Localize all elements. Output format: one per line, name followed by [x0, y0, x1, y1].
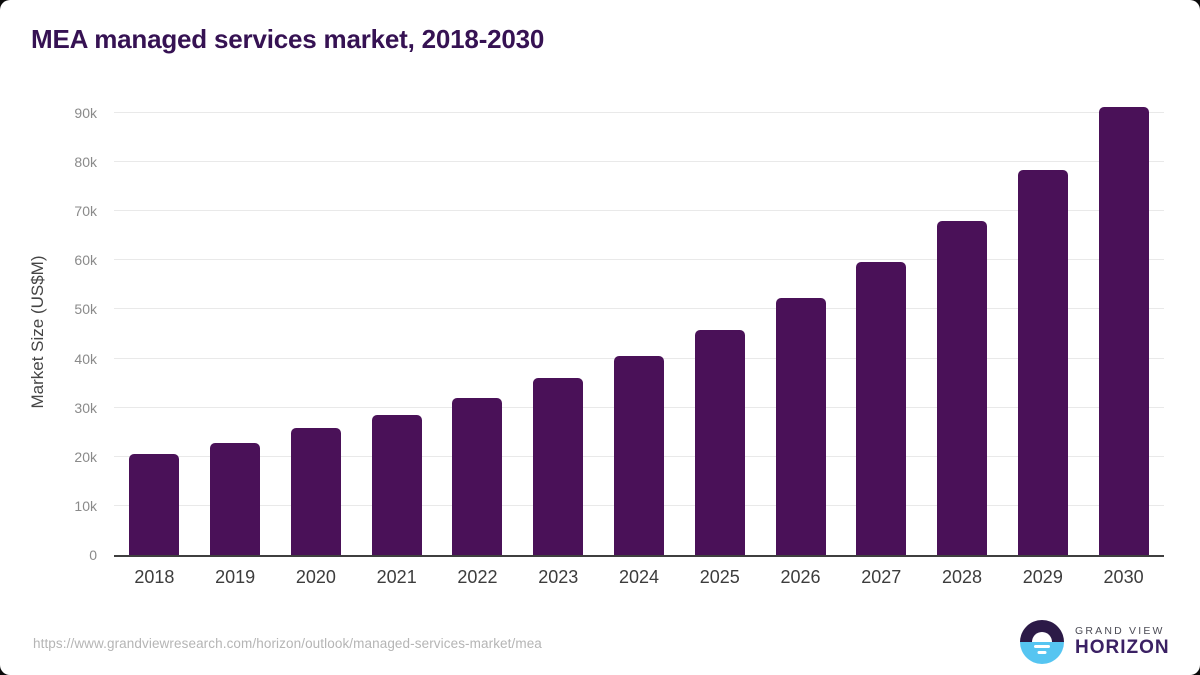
x-tick-label-2023: 2023 — [538, 567, 579, 587]
bar-column-2019 — [195, 107, 276, 555]
bar-2028[interactable] — [937, 220, 988, 555]
y-tick-label-20k: 20k — [74, 448, 97, 465]
y-tick-label-60k: 60k — [74, 252, 97, 269]
bar-2023[interactable] — [533, 377, 584, 555]
gridline-60k — [114, 259, 1164, 261]
y-tick-label-30k: 30k — [74, 399, 97, 416]
x-tick-label-2029: 2029 — [1022, 567, 1063, 587]
y-tick-label-0: 0 — [89, 547, 97, 563]
y-tick-label-90k: 90k — [74, 105, 97, 121]
bar-2026[interactable] — [775, 298, 826, 555]
bar-2030[interactable] — [1098, 107, 1149, 555]
bar-column-2030 — [1083, 107, 1164, 555]
x-tick-label-2024: 2024 — [618, 567, 659, 587]
x-tick-label-2030: 2030 — [1103, 567, 1144, 587]
x-tick-label-2028: 2028 — [942, 567, 983, 587]
x-tick-label-2018: 2018 — [134, 567, 175, 587]
x-tick-label-2026: 2026 — [780, 567, 821, 587]
bar-2019[interactable] — [210, 442, 261, 555]
x-tick-label-2027: 2027 — [861, 567, 902, 587]
bar-column-2020 — [276, 107, 357, 555]
y-tick-label-10k: 10k — [74, 497, 97, 514]
x-tick-label-2022: 2022 — [457, 567, 498, 587]
y-tick-label-70k: 70k — [74, 203, 97, 220]
bar-column-2022 — [437, 107, 518, 555]
x-axis-labels: 2018 2019 2020 2021 2022 2023 2024 2025 2026 2027… — [114, 567, 1164, 588]
bar-2029[interactable] — [1017, 170, 1068, 555]
bar-column-2021 — [356, 107, 437, 555]
bar-column-2029 — [1002, 107, 1083, 555]
chart-title: MEA managed services market, 2018-2030 — [31, 24, 545, 54]
bar-column-2023 — [518, 107, 599, 555]
gridline-90k — [114, 112, 1164, 113]
bar-2021[interactable] — [371, 414, 422, 555]
source-url: https://www.grandviewresearch.com/horizo… — [33, 636, 542, 651]
x-tick-label-2025: 2025 — [699, 567, 740, 587]
sun-reflection-line-1 — [1034, 645, 1050, 648]
gridline-50k — [114, 308, 1164, 310]
sun-reflection-line-2 — [1037, 651, 1047, 654]
y-tick-label-40k: 40k — [74, 350, 97, 367]
bar-column-2018 — [114, 107, 195, 555]
bar-2025[interactable] — [694, 329, 745, 555]
x-tick-label-2019: 2019 — [215, 567, 256, 587]
bar-series — [114, 107, 1164, 555]
gridline-80k — [114, 161, 1164, 163]
bar-2022[interactable] — [452, 397, 503, 555]
logo-text: GRAND VIEW HORIZON — [1075, 625, 1170, 659]
bar-column-2024 — [599, 107, 680, 555]
y-axis-title: Market Size (US$M) — [28, 255, 47, 409]
y-tick-label-80k: 80k — [74, 154, 97, 171]
logo-grand-view-label: GRAND VIEW — [1075, 625, 1165, 638]
bar-column-2027 — [841, 107, 922, 555]
bar-2018[interactable] — [129, 454, 180, 555]
grand-view-horizon-logo: GRAND VIEW HORIZON — [1020, 620, 1170, 664]
logo-horizon-label: HORIZON — [1075, 637, 1170, 659]
bar-2027[interactable] — [856, 261, 907, 555]
gridline-70k — [114, 210, 1164, 212]
bar-2020[interactable] — [290, 428, 341, 555]
bar-column-2025 — [679, 107, 760, 555]
x-tick-label-2021: 2021 — [376, 567, 417, 587]
bar-2024[interactable] — [613, 355, 664, 555]
bar-column-2028 — [922, 107, 1003, 555]
bar-column-2026 — [760, 107, 841, 555]
plot-area: 0 10k 20k 30k 40k 50k 60k 70k 80k 90k — [74, 106, 1164, 562]
horizon-sun-icon — [1020, 620, 1064, 664]
sun-shape — [1032, 632, 1052, 642]
y-tick-label-50k: 50k — [74, 301, 97, 318]
x-tick-label-2020: 2020 — [295, 567, 336, 587]
